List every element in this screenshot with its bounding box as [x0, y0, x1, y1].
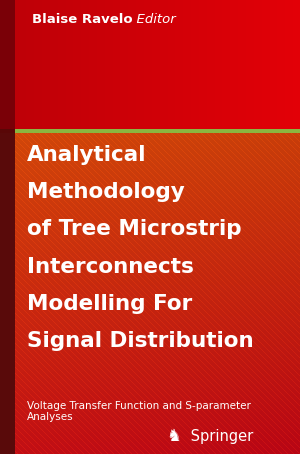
- Text: Analytical: Analytical: [27, 145, 146, 165]
- Text: Editor: Editor: [128, 13, 176, 26]
- Text: Springer: Springer: [186, 429, 253, 444]
- Text: of Tree Microstrip: of Tree Microstrip: [27, 219, 242, 239]
- Text: ♞: ♞: [167, 427, 182, 445]
- Text: Methodology: Methodology: [27, 182, 185, 202]
- Text: Blaise Ravelo: Blaise Ravelo: [32, 13, 132, 26]
- Text: Signal Distribution: Signal Distribution: [27, 331, 254, 351]
- Text: Voltage Transfer Function and S-parameter: Voltage Transfer Function and S-paramete…: [27, 401, 251, 411]
- Text: Interconnects: Interconnects: [27, 257, 194, 276]
- Text: Modelling For: Modelling For: [27, 294, 192, 314]
- Text: Analyses: Analyses: [27, 412, 74, 422]
